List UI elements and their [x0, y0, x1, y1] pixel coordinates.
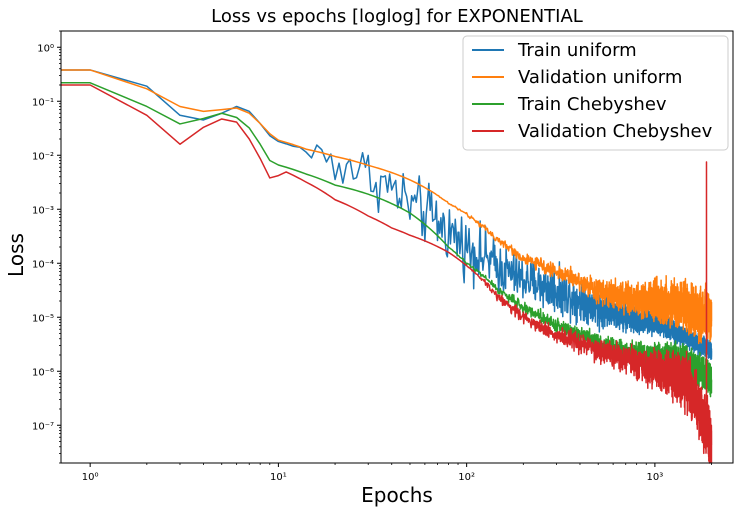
y-tick-label: 10⁻⁴ — [32, 259, 54, 270]
series-layer — [61, 69, 713, 464]
y-tick-label: 10⁻² — [32, 151, 54, 162]
legend-label: Validation uniform — [518, 67, 682, 88]
series-line-1 — [61, 69, 713, 361]
legend: Train uniform Validation uniform Train Che… — [462, 35, 729, 151]
x-axis-label: Epochs — [361, 483, 433, 507]
legend-label: Train uniform — [517, 40, 637, 61]
x-tick-label: 10³ — [647, 472, 664, 483]
series-line-2 — [61, 69, 713, 345]
x-tick-label: 10¹ — [270, 472, 287, 483]
legend-label: Validation Chebyshev — [518, 121, 713, 142]
y-tick-label: 10⁻⁷ — [32, 421, 54, 432]
legend-label: Train Chebyshev — [517, 94, 667, 115]
y-axis-label: Loss — [4, 233, 28, 277]
x-tick-label: 10² — [458, 472, 475, 483]
y-tick-label: 10⁻¹ — [32, 97, 54, 108]
y-tick-label: 10⁰ — [37, 43, 54, 54]
x-axis-ticks: 10⁰ 10¹ 10² 10³ — [82, 463, 712, 483]
legend-box — [462, 35, 729, 151]
y-tick-label: 10⁻⁵ — [32, 313, 54, 324]
y-tick-label: 10⁻³ — [32, 205, 54, 216]
x-tick-label: 10⁰ — [82, 472, 99, 483]
y-axis-ticks: 10⁻⁷ 10⁻⁶ 10⁻⁵ 10⁻⁴ 10⁻³ 10⁻² 10⁻¹ 10⁰ — [32, 30, 61, 464]
chart-title: Loss vs epochs [loglog] for EXPONENTIAL — [211, 6, 583, 27]
series-line-4 — [61, 84, 713, 464]
y-tick-label: 10⁻⁶ — [32, 367, 54, 378]
